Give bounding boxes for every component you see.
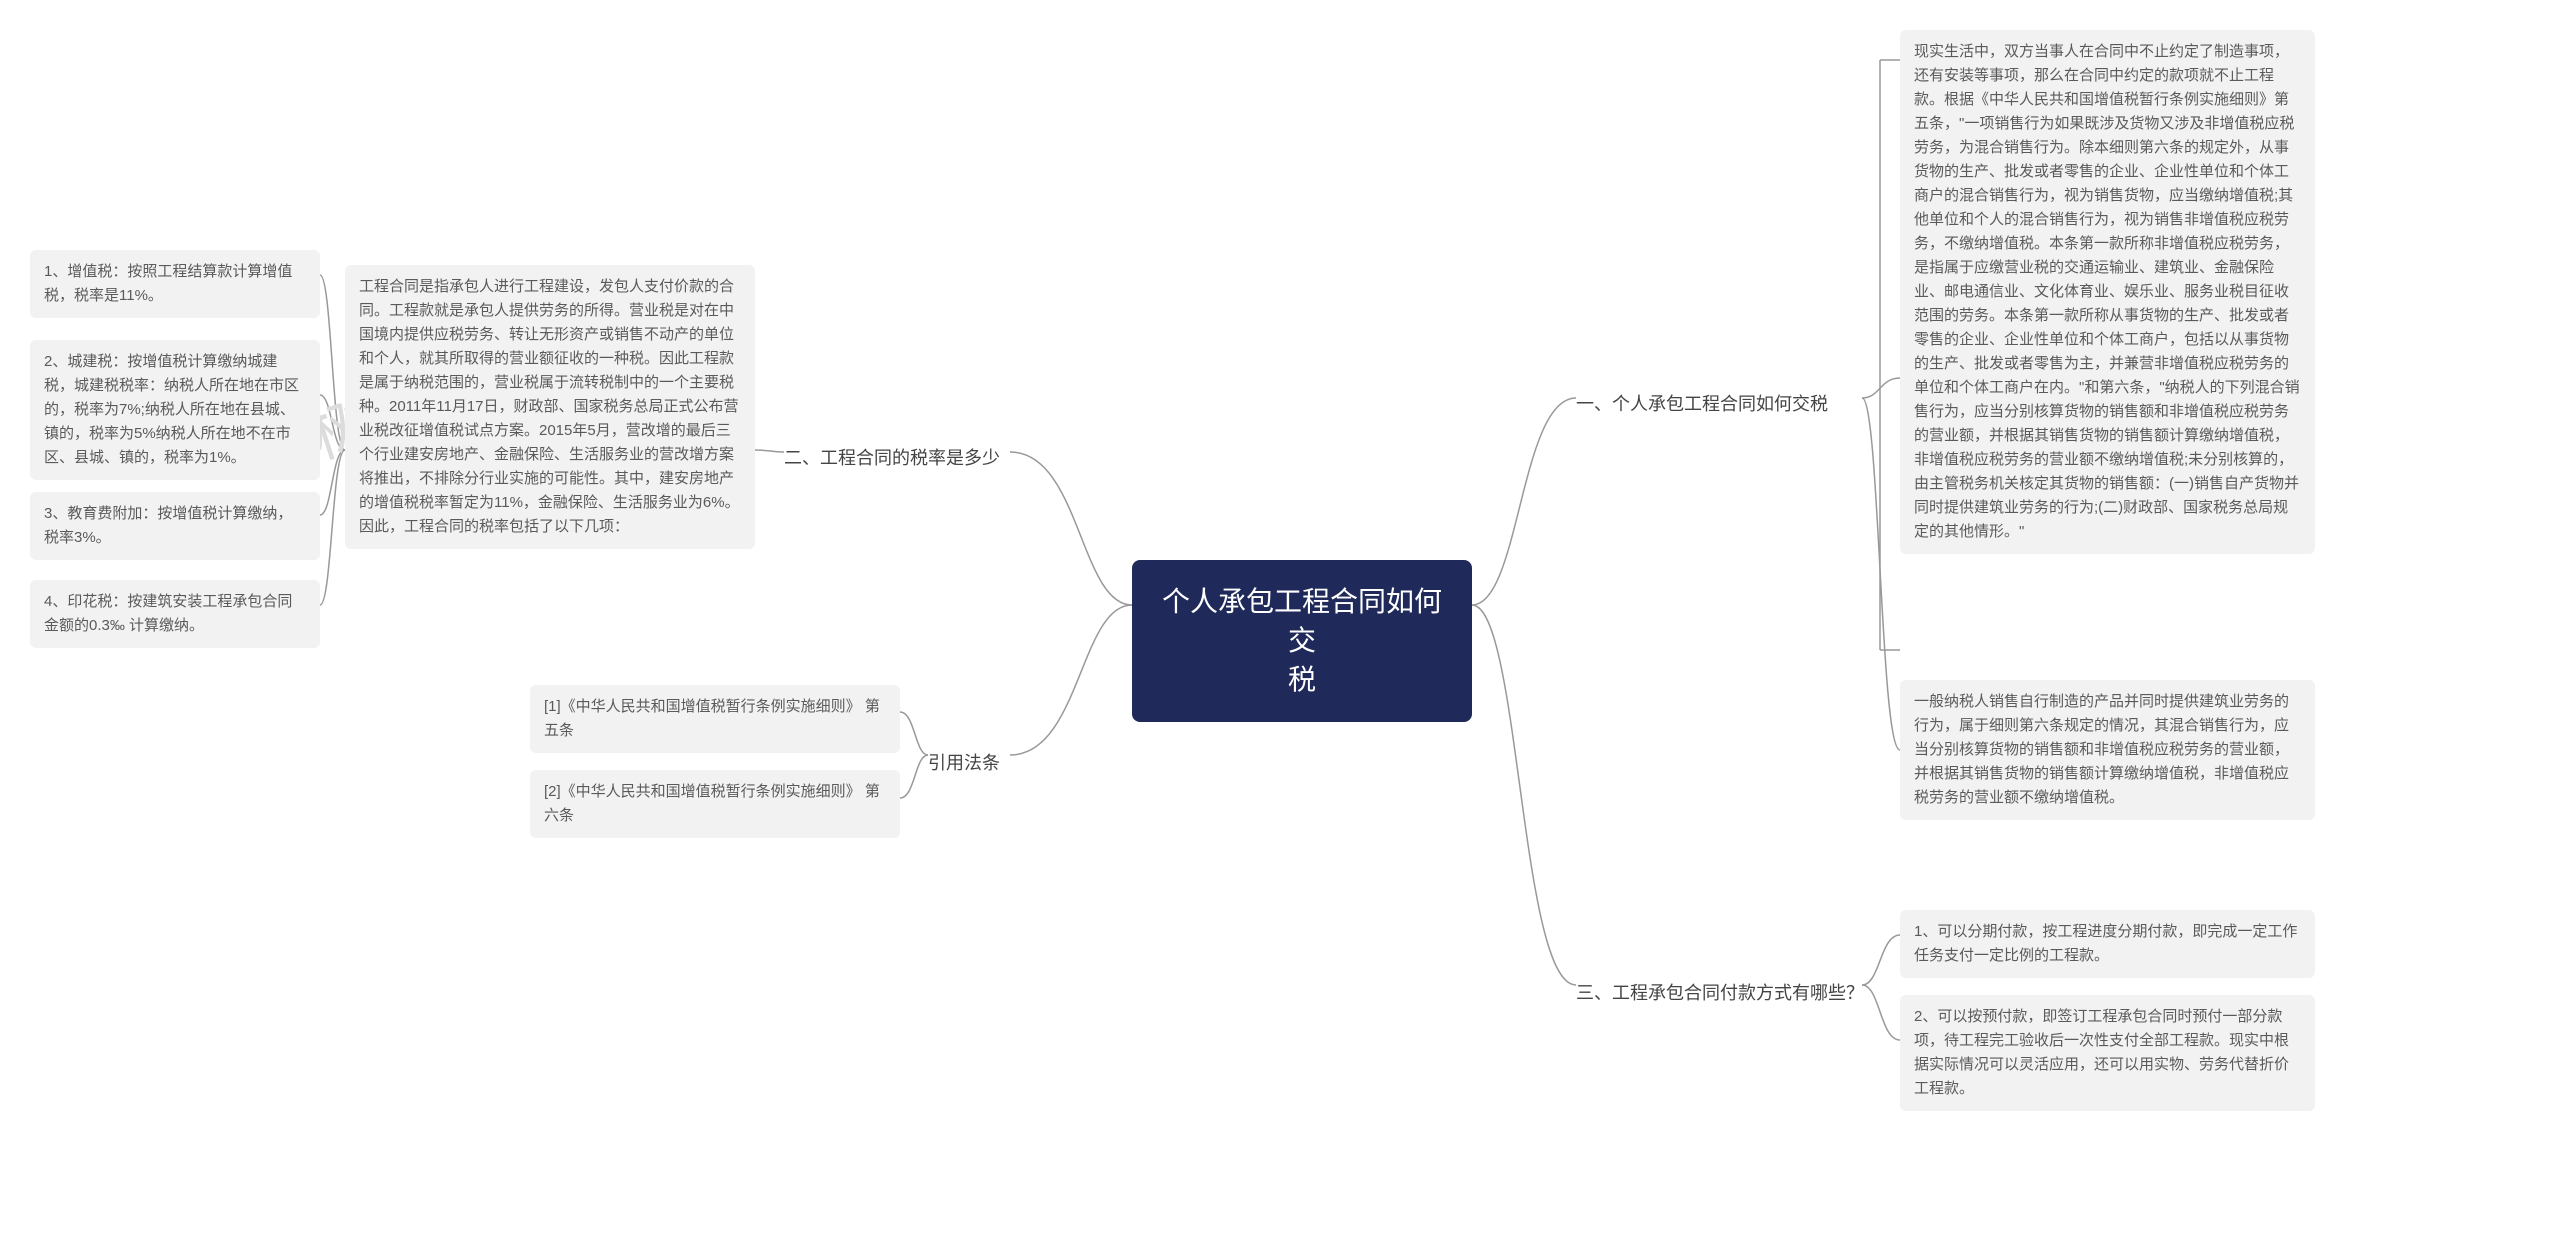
branch-r3: 三、工程承包合同付款方式有哪些？ — [1576, 975, 1864, 1009]
leaf-r1a: 现实生活中，双方当事人在合同中不止约定了制造事项，还有安装等事项，那么在合同中约… — [1900, 30, 2315, 554]
leaf-l2d: 4、印花税：按建筑安装工程承包合同金额的0.3‰ 计算缴纳。 — [30, 580, 320, 648]
central-topic: 个人承包工程合同如何交 税 — [1132, 560, 1472, 722]
leaf-r1b: 一般纳税人销售自行制造的产品并同时提供建筑业劳务的行为，属于细则第六条规定的情况… — [1900, 680, 2315, 820]
leaf-ref2: [2]《中华人民共和国增值税暂行条例实施细则》 第六条 — [530, 770, 900, 838]
central-line1: 个人承包工程合同如何交 — [1162, 586, 1442, 656]
leaf-ref1: [1]《中华人民共和国增值税暂行条例实施细则》 第五条 — [530, 685, 900, 753]
branch-ref: 引用法条 — [928, 745, 1000, 779]
branch-l2: 二、工程合同的税率是多少 — [784, 440, 1000, 474]
branch-r1: 一、个人承包工程合同如何交税 — [1576, 386, 1828, 420]
leaf-l2desc: 工程合同是指承包人进行工程建设，发包人支付价款的合同。工程款就是承包人提供劳务的… — [345, 265, 755, 549]
central-line2: 税 — [1288, 664, 1316, 695]
leaf-r3a: 1、可以分期付款，按工程进度分期付款，即完成一定工作任务支付一定比例的工程款。 — [1900, 910, 2315, 978]
leaf-l2a: 1、增值税：按照工程结算款计算增值税，税率是11%。 — [30, 250, 320, 318]
leaf-r3b: 2、可以按预付款，即签订工程承包合同时预付一部分款项，待工程完工验收后一次性支付… — [1900, 995, 2315, 1111]
leaf-l2b: 2、城建税：按增值税计算缴纳城建税，城建税税率：纳税人所在地在市区的，税率为7%… — [30, 340, 320, 480]
leaf-l2c: 3、教育费附加：按增值税计算缴纳，税率3%。 — [30, 492, 320, 560]
